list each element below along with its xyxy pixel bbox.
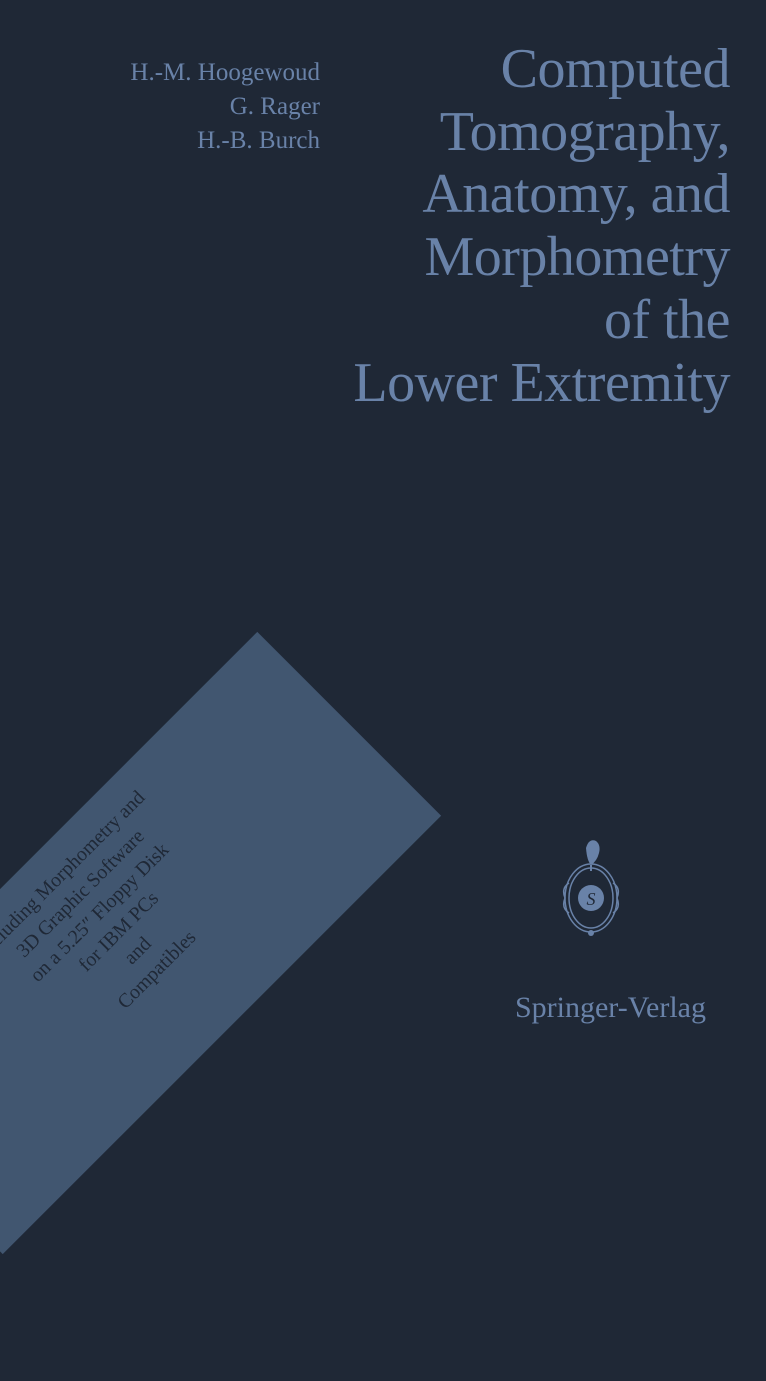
title-line: Tomography, bbox=[150, 101, 730, 164]
springer-logo-icon: S bbox=[551, 833, 631, 943]
title-line: Computed bbox=[150, 38, 730, 101]
publisher-name: Springer-Verlag bbox=[515, 991, 706, 1025]
title-line: Morphometry bbox=[150, 226, 730, 289]
book-title: Computed Tomography, Anatomy, and Morpho… bbox=[150, 38, 730, 414]
title-line: of the bbox=[150, 289, 730, 352]
svg-text:S: S bbox=[587, 889, 596, 909]
corner-ribbon: Including Morphometry and 3D Graphic Sof… bbox=[0, 505, 568, 1381]
title-line: Lower Extremity bbox=[150, 352, 730, 415]
title-line: Anatomy, and bbox=[150, 163, 730, 226]
